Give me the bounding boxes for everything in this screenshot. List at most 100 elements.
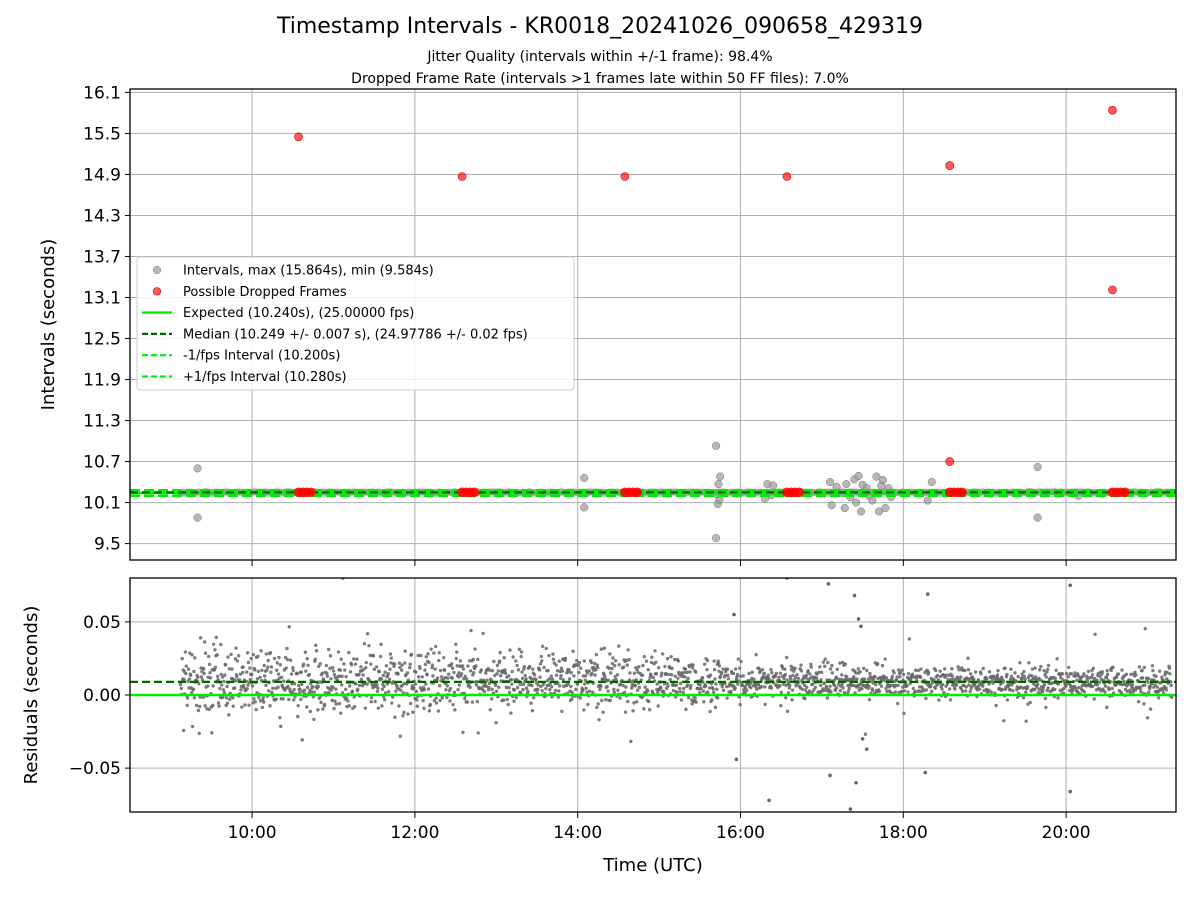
residual-point: [359, 677, 364, 682]
dropped-frame-point: [294, 132, 303, 142]
residual-point: [514, 659, 518, 663]
residual-point: [977, 687, 982, 691]
residual-point: [602, 646, 607, 650]
residual-point: [1071, 688, 1075, 692]
residual-point: [554, 673, 559, 677]
residual-point: [475, 699, 479, 704]
residual-point: [192, 696, 197, 700]
residual-point: [301, 662, 306, 666]
residual-point: [1028, 700, 1032, 705]
residual-point: [1089, 675, 1094, 680]
residual-point: [550, 677, 555, 681]
residual-point: [1157, 696, 1161, 700]
residual-point: [617, 662, 621, 667]
residual-point: [540, 659, 544, 663]
residual-point: [453, 708, 457, 712]
residual-point: [347, 704, 351, 708]
residual-point: [463, 674, 467, 679]
residual-point: [1074, 686, 1078, 691]
residual-point: [255, 691, 259, 695]
x-axis-label: Time (UTC): [602, 855, 703, 876]
legend-entry-label: -1/fps Interval (10.200s): [183, 349, 340, 364]
residual-point: [784, 655, 789, 660]
residual-point: [340, 674, 344, 678]
residual-point: [647, 707, 652, 712]
residual-point: [986, 688, 991, 692]
residual-point: [379, 677, 384, 681]
residual-point: [947, 687, 952, 691]
residual-point: [264, 652, 269, 656]
residual-point: [511, 655, 515, 659]
residual-point: [1136, 699, 1141, 704]
residual-point: [521, 682, 526, 687]
residual-point: [203, 651, 208, 655]
residual-point: [809, 665, 813, 669]
residual-point: [716, 696, 720, 700]
residual-point: [510, 669, 514, 674]
residual-point: [713, 705, 718, 710]
residual-point: [240, 670, 245, 675]
residual-point: [415, 698, 419, 702]
residual-point: [871, 681, 875, 685]
residual-point: [624, 685, 628, 689]
residual-point: [509, 677, 514, 682]
residual-point: [1027, 661, 1031, 665]
residual-point: [408, 662, 412, 666]
intervals-plot-frame: [129, 88, 1177, 561]
residual-point: [365, 631, 370, 636]
y-tick-label: 10.7: [83, 453, 121, 473]
residual-outlier-point: [854, 780, 858, 785]
residual-point: [599, 684, 603, 689]
y-tick-label: 13.7: [83, 247, 121, 267]
residual-point: [378, 654, 383, 659]
residual-point: [617, 644, 621, 648]
residual-point: [363, 706, 368, 710]
residual-point: [413, 682, 418, 686]
residual-point: [679, 698, 684, 702]
residual-point: [1082, 672, 1086, 676]
residual-point: [1120, 668, 1124, 672]
residual-point: [406, 712, 410, 716]
residual-point: [953, 687, 957, 691]
residual-point: [752, 677, 756, 681]
residual-point: [629, 739, 633, 744]
residual-point: [685, 670, 689, 675]
residual-point: [868, 671, 872, 676]
residual-point: [711, 690, 716, 694]
residual-point: [1092, 676, 1097, 681]
residual-point: [458, 659, 462, 663]
residual-point: [594, 652, 599, 657]
interval-outlier-point: [842, 480, 851, 489]
interval-outlier-point: [827, 501, 836, 510]
residual-point: [791, 673, 795, 678]
residual-point: [694, 700, 698, 704]
residual-point: [799, 669, 804, 673]
residual-point: [963, 668, 967, 673]
residual-point: [896, 683, 900, 688]
residual-point: [973, 670, 978, 674]
residual-point: [613, 663, 617, 668]
residual-point: [184, 671, 188, 676]
residual-point: [278, 663, 283, 667]
interval-outlier-point: [874, 507, 883, 516]
residual-point: [333, 699, 337, 703]
residual-point: [940, 682, 945, 687]
residual-point: [605, 684, 609, 689]
residual-point: [497, 659, 502, 663]
residual-point: [494, 721, 498, 725]
dropped-frame-cluster-point: [632, 487, 642, 498]
residual-point: [262, 700, 266, 704]
residual-point: [987, 670, 992, 674]
residual-point: [803, 696, 807, 701]
residual-point: [598, 687, 602, 692]
residual-point: [551, 657, 556, 661]
residual-point: [319, 700, 323, 705]
residual-point: [1009, 667, 1013, 671]
residual-point: [1127, 682, 1132, 686]
residual-point: [179, 686, 184, 691]
residual-point: [433, 667, 437, 671]
residual-point: [1082, 690, 1087, 694]
residual-point: [224, 696, 229, 700]
residual-point: [960, 689, 965, 694]
residual-point: [239, 688, 243, 692]
